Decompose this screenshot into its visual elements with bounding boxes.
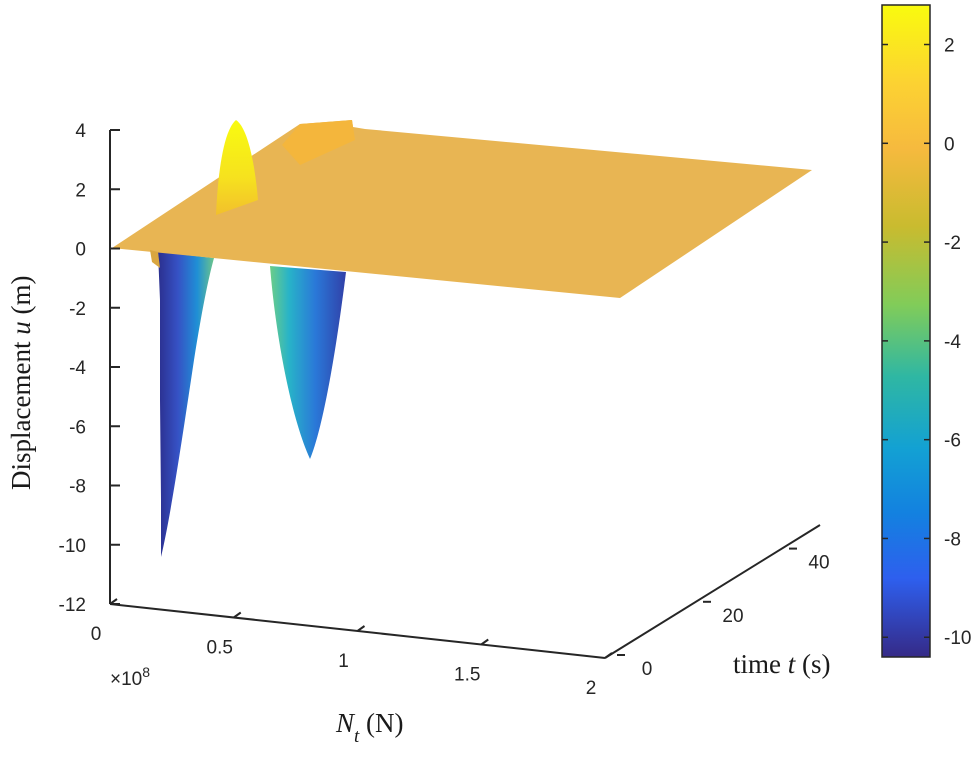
y-tick-label: 20 [722, 606, 743, 627]
x-axis-ticks: 0 0.5 1 1.5 2 [91, 598, 613, 699]
y-axis-label: time t (s) [733, 649, 831, 679]
colorbar: 2 0 -2 -4 -6 -8 -10 [881, 4, 971, 658]
x-tick-label: 0.5 [207, 638, 233, 659]
positive-peak [216, 120, 258, 215]
x-tick-label: 1 [338, 651, 349, 672]
plateau-surface [112, 120, 812, 298]
plateau-ridge [282, 120, 355, 165]
colorbar-tick-label: -10 [944, 628, 971, 649]
colorbar-ticks: 2 0 -2 -4 -6 -8 -10 [882, 36, 971, 649]
colorbar-tick-label: -6 [944, 431, 961, 452]
z-tick-label: 2 [75, 180, 86, 201]
colorbar-tick-label: -4 [944, 332, 961, 353]
z-tick-label: -6 [69, 417, 86, 438]
x-axis-multiplier: ×108 [110, 664, 150, 690]
z-tick-label: 4 [75, 121, 86, 142]
y-tick-label: 0 [642, 659, 653, 680]
z-tick-label: 0 [75, 240, 86, 261]
z-axis-ticks: 4 2 0 -2 -4 -6 -8 -10 -12 [59, 121, 120, 616]
surface [112, 120, 812, 557]
trough-left [158, 252, 214, 557]
x-tick-label: 0 [91, 624, 102, 645]
trough-right [270, 266, 346, 459]
colorbar-tick-label: 0 [944, 134, 955, 155]
colorbar-tick-label: -2 [944, 233, 961, 254]
colorbar-tick-label: -8 [944, 529, 961, 550]
x-tick-label: 2 [586, 678, 597, 699]
z-tick-label: -2 [69, 299, 86, 320]
z-tick-label: -8 [69, 477, 86, 498]
z-tick-label: -12 [59, 595, 86, 616]
plateau-edge-notch [150, 250, 160, 268]
x-tick-mark [356, 625, 366, 632]
x-tick-label: 1.5 [454, 665, 480, 686]
x-axis-label: Nt (N) [335, 708, 404, 747]
colorbar-tick-label: 2 [944, 36, 955, 57]
y-axis-line [604, 524, 821, 659]
x-tick-mark [233, 611, 242, 619]
x-tick-mark [604, 652, 613, 659]
colorbar-gradient [881, 4, 931, 658]
z-tick-label: -10 [59, 536, 86, 557]
z-tick-label: -4 [69, 358, 86, 379]
x-tick-mark [109, 598, 118, 605]
z-axis-label: Displacement u (m) [6, 276, 36, 490]
x-tick-mark [480, 638, 489, 646]
y-axis-ticks: 0 20 40 [617, 547, 830, 680]
y-tick-label: 40 [808, 553, 829, 574]
